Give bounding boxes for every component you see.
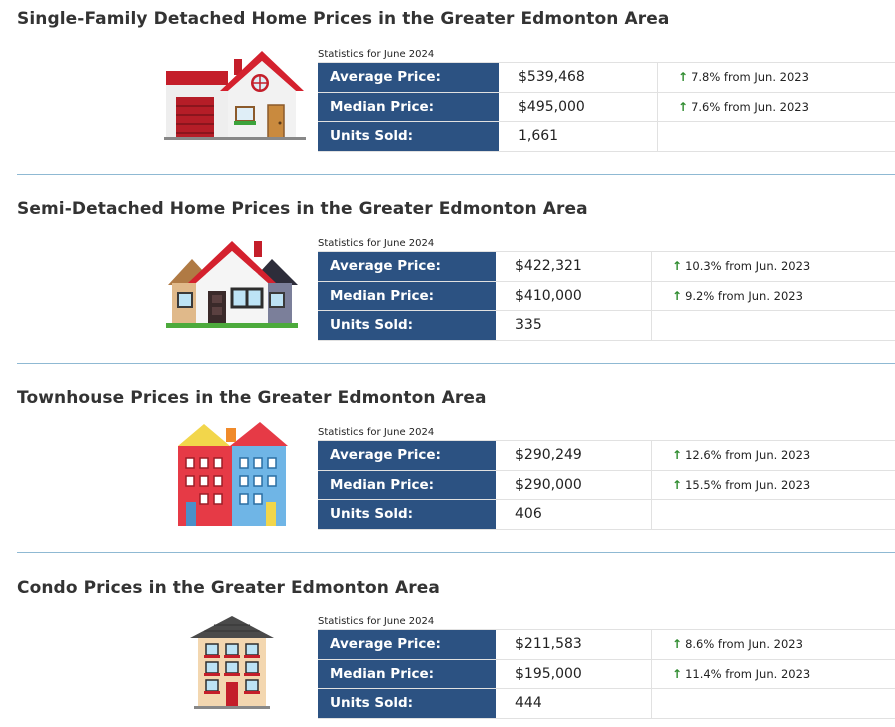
table-row: Average Price: $290,249 ↑ 12.6% from Jun.… [318,440,895,471]
table-row: Units Sold: 1,661 [318,122,895,152]
section-divider [17,363,895,364]
units-sold-value: 1,661 [518,128,559,145]
median-price-change: ↑ 7.6% from Jun. 2023 [657,92,895,121]
median-price-label: Median Price: [318,281,496,310]
average-price-change: ↑ 12.6% from Jun. 2023 [651,441,895,470]
section-title: Semi-Detached Home Prices in the Greater… [17,199,588,219]
average-price-change: ↑ 8.6% from Jun. 2023 [651,630,895,659]
change-text: 7.8% from Jun. 2023 [691,70,809,85]
table-row: Units Sold: 406 [318,500,895,530]
up-arrow-icon: ↑ [672,259,683,274]
average-price-value: $539,468 [518,69,585,86]
townhouse-icon [176,422,288,532]
up-arrow-icon: ↑ [672,637,683,652]
units-sold-change [651,311,895,340]
change-text: 7.6% from Jun. 2023 [691,99,809,114]
change-text: 11.4% from Jun. 2023 [685,666,811,681]
up-arrow-icon: ↑ [672,666,683,681]
average-price-label: Average Price: [318,630,496,659]
semi-detached-house-icon [164,237,300,335]
average-price-value: $211,583 [515,636,582,653]
median-price-label: Median Price: [318,659,496,688]
up-arrow-icon: ↑ [672,448,683,463]
units-sold-value: 444 [515,695,542,712]
stats-caption: Statistics for June 2024 [318,238,435,249]
average-price-change: ↑ 10.3% from Jun. 2023 [651,252,895,281]
change-text: 15.5% from Jun. 2023 [685,477,811,492]
section-divider [17,174,895,175]
section-title: Condo Prices in the Greater Edmonton Are… [17,578,440,598]
table-row: Median Price: $410,000 ↑ 9.2% from Jun. 2… [318,281,895,311]
stats-table: Average Price: $422,321 ↑ 10.3% from Jun.… [318,251,895,341]
average-price-value: $422,321 [515,258,582,275]
up-arrow-icon: ↑ [678,99,689,114]
up-arrow-icon: ↑ [672,288,683,303]
median-price-change: ↑ 15.5% from Jun. 2023 [651,470,895,499]
median-price-change: ↑ 9.2% from Jun. 2023 [651,281,895,310]
units-sold-label: Units Sold: [318,311,496,340]
average-price-label: Average Price: [318,252,496,281]
change-text: 9.2% from Jun. 2023 [685,288,803,303]
table-row: Median Price: $195,000 ↑ 11.4% from Jun. … [318,659,895,689]
average-price-label: Average Price: [318,441,496,470]
change-text: 12.6% from Jun. 2023 [685,448,811,463]
units-sold-label: Units Sold: [318,500,496,529]
table-row: Units Sold: 444 [318,689,895,719]
table-row: Units Sold: 335 [318,311,895,341]
median-price-value: $290,000 [515,476,582,493]
condo-building-icon [190,614,274,714]
single-family-house-icon [164,49,306,145]
table-row: Average Price: $422,321 ↑ 10.3% from Jun.… [318,251,895,282]
median-price-label: Median Price: [318,470,496,499]
units-sold-label: Units Sold: [318,122,499,151]
table-row: Median Price: $495,000 ↑ 7.6% from Jun. 2… [318,92,895,122]
table-row: Average Price: $539,468 ↑ 7.8% from Jun. … [318,62,895,93]
average-price-change: ↑ 7.8% from Jun. 2023 [657,63,895,92]
units-sold-value: 406 [515,506,542,523]
median-price-value: $195,000 [515,665,582,682]
up-arrow-icon: ↑ [672,477,683,492]
change-text: 10.3% from Jun. 2023 [685,259,811,274]
table-row: Median Price: $290,000 ↑ 15.5% from Jun. … [318,470,895,500]
stats-table: Average Price: $211,583 ↑ 8.6% from Jun. … [318,629,895,719]
units-sold-change [651,689,895,718]
stats-caption: Statistics for June 2024 [318,49,435,60]
section-title: Townhouse Prices in the Greater Edmonton… [17,388,487,408]
stats-caption: Statistics for June 2024 [318,427,435,438]
section-divider [17,552,895,553]
stats-caption: Statistics for June 2024 [318,616,435,627]
average-price-value: $290,249 [515,447,582,464]
section-title: Single-Family Detached Home Prices in th… [17,9,670,29]
median-price-value: $495,000 [518,98,585,115]
stats-table: Average Price: $539,468 ↑ 7.8% from Jun. … [318,62,895,152]
median-price-label: Median Price: [318,92,499,121]
up-arrow-icon: ↑ [678,70,689,85]
change-text: 8.6% from Jun. 2023 [685,637,803,652]
table-row: Average Price: $211,583 ↑ 8.6% from Jun. … [318,629,895,660]
average-price-label: Average Price: [318,63,499,92]
median-price-change: ↑ 11.4% from Jun. 2023 [651,659,895,688]
units-sold-change [657,122,895,151]
median-price-value: $410,000 [515,287,582,304]
units-sold-label: Units Sold: [318,689,496,718]
units-sold-change [651,500,895,529]
units-sold-value: 335 [515,317,542,334]
stats-table: Average Price: $290,249 ↑ 12.6% from Jun.… [318,440,895,530]
